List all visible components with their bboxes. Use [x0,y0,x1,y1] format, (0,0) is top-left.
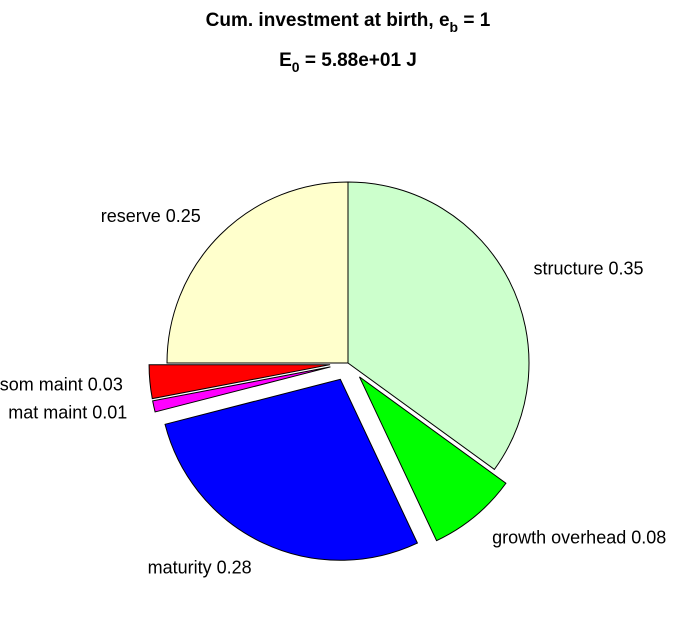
title-part: Cum. investment at birth, e [206,10,450,31]
pie-slice [148,364,331,400]
slice-value: 0.35 [608,259,643,279]
slice-label: structure 0.35 [533,259,643,279]
subtitle-part: E [279,50,292,71]
slice-label: mat maint 0.01 [8,402,127,422]
slice-category: structure [533,259,603,279]
pie-slice [152,366,331,413]
title-part: = 1 [458,10,491,31]
slice-value: 0.25 [166,206,201,226]
slice-label: growth overhead 0.08 [492,527,666,547]
slice-category: reserve [101,206,161,226]
slice-category: som maint [0,374,83,394]
subtitle-subscript: 0 [292,59,300,75]
slice-value: 0.08 [631,527,666,547]
slice-value: 0.01 [92,402,127,422]
slice-value: 0.28 [217,558,252,578]
slice-label: som maint 0.03 [0,374,123,394]
chart-subtitle: E0 = 5.88e+01 J [279,50,417,75]
title-subscript: b [450,19,459,35]
subtitle-part: = 5.88e+01 J [300,50,417,71]
slice-label: maturity 0.28 [148,558,252,578]
slice-category: growth overhead [492,527,626,547]
pie-slice [164,378,419,561]
chart-title: Cum. investment at birth, eb = 1 [206,10,491,35]
slice-value: 0.03 [88,374,123,394]
pie-slice [359,376,507,542]
slice-category: maturity [148,558,212,578]
slice-label: reserve 0.25 [101,206,201,226]
slice-category: mat maint [8,402,87,422]
pie-slice [166,181,349,364]
pie-slice [347,181,530,471]
